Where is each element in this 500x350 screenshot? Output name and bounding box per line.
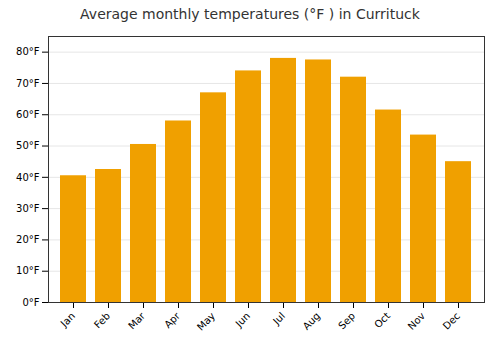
svg-text:0°F: 0°F [22,297,39,308]
svg-text:Nov: Nov [406,310,428,332]
svg-text:Jun: Jun [233,310,253,330]
svg-text:Jan: Jan [58,310,77,329]
svg-text:70°F: 70°F [16,78,40,89]
svg-text:20°F: 20°F [16,234,40,245]
svg-text:30°F: 30°F [16,203,40,214]
svg-text:Aug: Aug [301,310,323,332]
svg-text:10°F: 10°F [16,265,40,276]
svg-text:Dec: Dec [441,310,462,331]
svg-text:60°F: 60°F [16,109,40,120]
html-text:Average monthly temperatures (: Average monthly temperatures (°F ) in Cu… [80,6,420,22]
svg-text:Oct: Oct [372,310,392,330]
svg-text:Jul: Jul [270,310,287,327]
svg-text:May: May [195,310,217,332]
svg-text:Feb: Feb [92,310,112,330]
svg-text:80°F: 80°F [16,46,40,57]
svg-text:40°F: 40°F [16,172,40,183]
svg-text:Sep: Sep [336,310,357,331]
svg-text:Apr: Apr [162,310,183,331]
svg-text:Mar: Mar [126,310,148,332]
svg-text:50°F: 50°F [16,140,40,151]
